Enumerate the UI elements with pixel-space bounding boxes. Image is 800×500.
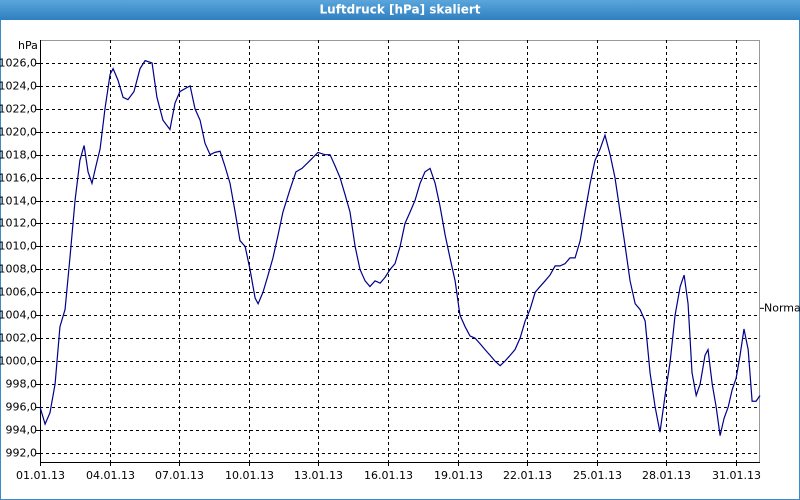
y-tick-label: 1020,0 xyxy=(0,126,37,139)
y-tick-label: 1000,0 xyxy=(0,355,37,368)
y-tick-label: 996,0 xyxy=(6,401,38,414)
x-tick-label: 28.01.13 xyxy=(642,469,691,482)
y-tick-label: 998,0 xyxy=(6,378,38,391)
y-tick-label: 994,0 xyxy=(6,424,38,437)
chart-title: Luftdruck [hPa] skaliert xyxy=(320,3,481,17)
y-tick-label: 1010,0 xyxy=(0,240,37,253)
y-tick-label: 992,0 xyxy=(6,447,38,460)
y-tick-label: 1016,0 xyxy=(0,172,37,185)
y-tick-label: 1018,0 xyxy=(0,149,37,162)
y-tick-label: 1008,0 xyxy=(0,263,37,276)
x-tick-label: 16.01.13 xyxy=(364,469,413,482)
y-tick-label: 1004,0 xyxy=(0,309,37,322)
y-tick-label: 1002,0 xyxy=(0,332,37,345)
y-tick-label: 1026,0 xyxy=(0,57,37,70)
x-tick-label: 25.01.13 xyxy=(573,469,622,482)
x-tick-label: 13.01.13 xyxy=(294,469,343,482)
x-tick-label: 04.01.13 xyxy=(86,469,135,482)
x-tick-label: 22.01.13 xyxy=(503,469,552,482)
series-line xyxy=(39,59,761,436)
y-tick-label: 1022,0 xyxy=(0,103,37,116)
y-tick-label: 1006,0 xyxy=(0,286,37,299)
y-tick-label: 1012,0 xyxy=(0,217,37,230)
x-tick-label: 19.01.13 xyxy=(434,469,483,482)
x-tick-label: 07.01.13 xyxy=(155,469,204,482)
x-tick-label: 01.01.13 xyxy=(16,469,65,482)
x-tick-label: 10.01.13 xyxy=(225,469,274,482)
annotation-label: Normal xyxy=(764,301,800,314)
y-tick-label: 1024,0 xyxy=(0,80,37,93)
y-tick-label: 1014,0 xyxy=(0,195,37,208)
y-unit-label: hPa xyxy=(18,39,38,52)
title-bar xyxy=(0,0,800,20)
x-tick-label: 31.01.13 xyxy=(712,469,761,482)
